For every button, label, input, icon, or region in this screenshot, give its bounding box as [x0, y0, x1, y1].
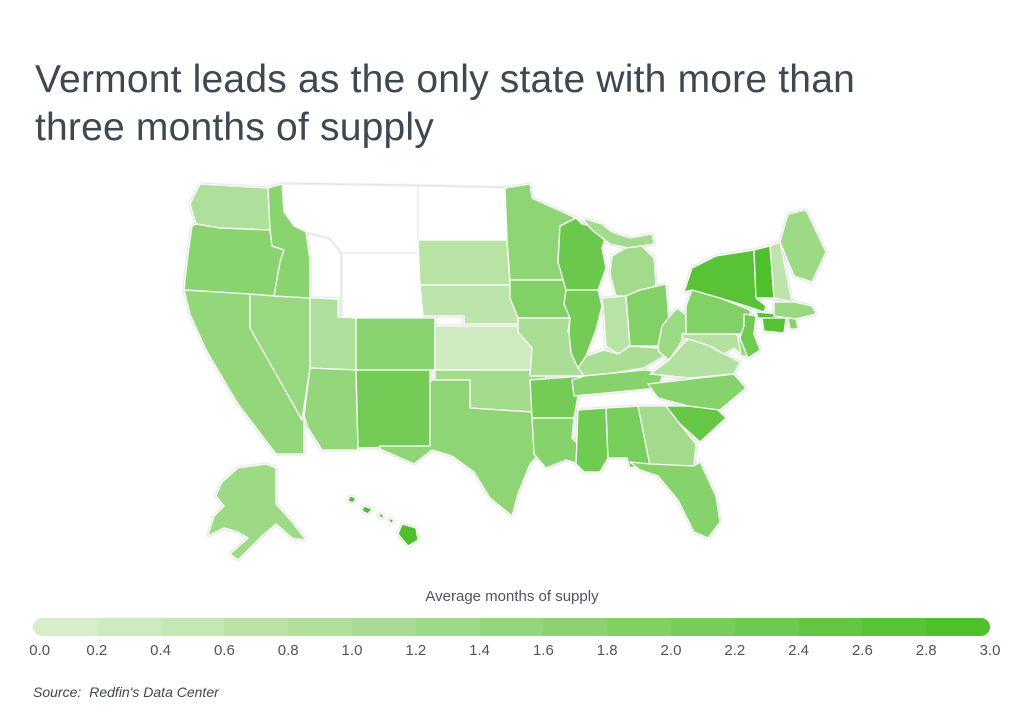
state-nc: North Carolina: 1.8	[647, 373, 747, 411]
us-map-svg: Washington: 0.9Oregon: 1.7California: 1.…	[183, 183, 827, 561]
legend-tick-label: 1.4	[469, 642, 491, 659]
legend-gradient-segment	[479, 618, 544, 636]
legend-gradient-segment	[862, 618, 927, 636]
state-ct: Connecticut: 2.9	[761, 317, 787, 334]
state-nh: New Hampshire: 0.6	[769, 241, 793, 303]
state-nd: North Dakota	[417, 185, 508, 241]
legend-tick-label: 1.2	[405, 642, 427, 659]
state-ri: Rhode Island: 1.8	[787, 317, 799, 330]
state-hi: Hawaii: 3	[397, 523, 419, 547]
legend-gradient-segment	[670, 618, 735, 636]
state-wa: Washington: 0.9	[189, 183, 271, 231]
legend-gradient-segment	[734, 618, 799, 636]
legend-title: Average months of supply	[425, 588, 599, 605]
legend-gradient-segment	[288, 618, 352, 636]
legend-tick-label: 1.0	[341, 642, 363, 659]
legend-tick-label: 2.8	[915, 642, 937, 659]
legend-gradient-segment	[926, 618, 990, 636]
state-nj: New Jersey: 2.3	[739, 313, 761, 359]
legend-tick-label: 0.6	[213, 642, 235, 659]
source-text: Redfin's Data Center	[89, 684, 219, 700]
legend-tick-label: 1.8	[596, 642, 618, 659]
legend-tick-label: 1.6	[532, 642, 554, 659]
legend-tick-label: 2.6	[851, 642, 873, 659]
state-az: Arizona: 1.5	[303, 367, 359, 451]
state-or: Oregon: 1.7	[183, 223, 285, 297]
state-hi: Hawaii: 3	[377, 512, 385, 520]
legend-tick-label: 3.0	[979, 642, 1001, 659]
legend-tick-label: 2.0	[660, 642, 682, 659]
legend-tick-label: 0.2	[86, 642, 108, 659]
state-hi: Hawaii: 3	[387, 517, 395, 525]
legend-gradient-segment	[798, 618, 863, 636]
state-ny: New York: 2.8	[683, 249, 767, 313]
state-co: Colorado: 1.7	[355, 317, 436, 371]
legend-gradient-segment	[351, 618, 416, 636]
state-wy: Wyoming	[341, 252, 424, 319]
legend-gradient-segment	[224, 618, 289, 636]
state-me: Maine: 1.3	[779, 209, 827, 283]
legend-tick-label: 2.4	[788, 642, 810, 659]
state-hi: Hawaii: 3	[361, 505, 373, 515]
legend-gradient-segment	[543, 618, 608, 636]
legend-tick-label: 0.4	[150, 642, 172, 659]
state-sd: South Dakota: 0.7	[417, 239, 511, 286]
state-ar: Arkansas: 2.2	[529, 375, 585, 419]
state-ak: Alaska: 1.3	[207, 463, 307, 561]
legend-gradient-segment	[33, 618, 97, 636]
state-hi: Hawaii: 3	[347, 495, 357, 504]
source-note: Source: Redfin's Data Center	[33, 684, 219, 700]
state-ms: Mississippi: 2.3	[575, 407, 609, 473]
page-title: Vermont leads as the only state with mor…	[35, 58, 855, 150]
state-fl: Florida: 1.8	[629, 461, 721, 539]
legend-tick-labels: 0.0 0.2 0.4 0.6 0.8 1.0 1.2 1.4 1.6 1.8 2.0 2.2 2.4 2…	[29, 642, 1000, 662]
state-mi: Michigan: 1.2	[581, 217, 655, 249]
legend-tick-label: 0.8	[277, 642, 299, 659]
legend-tick-label: 2.2	[724, 642, 746, 659]
legend-gradient-segment	[160, 618, 225, 636]
state-wi: Wisconsin: 2.4	[557, 217, 607, 291]
state-nm: New Mexico: 2.2	[355, 369, 431, 449]
us-choropleth-map: Washington: 0.9Oregon: 1.7California: 1.…	[180, 168, 840, 580]
legend-gradient-bar	[33, 618, 990, 636]
state-mi: Michigan: 1.2	[609, 245, 657, 297]
legend-gradient-segment	[607, 618, 671, 636]
state-in: Indiana: 0.7	[601, 295, 631, 355]
state-ma: Massachusetts: 1.4	[773, 301, 817, 320]
legend-gradient-segment	[96, 618, 161, 636]
source-label: Source:	[33, 684, 82, 700]
legend-tick-label: 0.0	[29, 642, 51, 659]
legend-gradient-segment	[415, 618, 480, 636]
